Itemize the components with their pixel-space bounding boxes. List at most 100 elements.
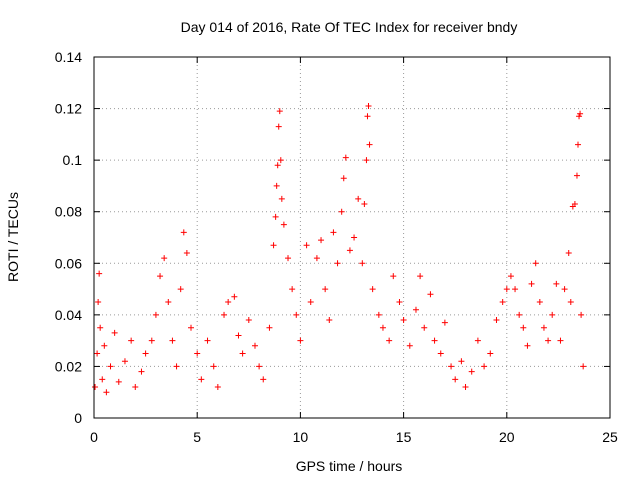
data-point xyxy=(565,249,572,256)
data-point xyxy=(194,350,201,357)
data-point xyxy=(379,324,386,331)
data-point xyxy=(285,255,292,262)
data-point xyxy=(524,342,531,349)
data-point xyxy=(95,298,102,305)
data-point xyxy=(441,319,448,326)
data-point xyxy=(180,229,187,236)
data-point xyxy=(204,337,211,344)
data-point xyxy=(567,298,574,305)
data-point xyxy=(493,317,500,324)
data-point xyxy=(468,368,475,375)
grid-lines xyxy=(94,57,610,418)
data-point xyxy=(536,298,543,305)
data-point xyxy=(132,384,139,391)
data-point xyxy=(557,337,564,344)
data-point xyxy=(512,286,519,293)
data-point xyxy=(270,242,277,249)
y-axis-label: ROTI / TECUs xyxy=(5,192,21,282)
y-tick-label: 0.1 xyxy=(63,152,83,168)
data-point xyxy=(363,157,370,164)
data-point xyxy=(322,286,329,293)
data-point xyxy=(165,298,172,305)
data-point xyxy=(338,208,345,215)
data-point xyxy=(128,337,135,344)
data-point xyxy=(573,172,580,179)
data-point xyxy=(103,389,110,396)
data-point xyxy=(94,350,101,357)
data-points xyxy=(92,102,587,396)
data-point xyxy=(173,363,180,370)
data-point xyxy=(210,363,217,370)
x-axis-label: GPS time / hours xyxy=(296,458,403,474)
data-point xyxy=(499,298,506,305)
data-point xyxy=(214,384,221,391)
data-point xyxy=(330,229,337,236)
y-tick-label: 0.08 xyxy=(55,204,82,220)
data-point xyxy=(313,255,320,262)
x-tick-label: 0 xyxy=(90,429,98,445)
data-point xyxy=(412,306,419,313)
data-point xyxy=(274,162,281,169)
data-point xyxy=(107,363,114,370)
data-point xyxy=(576,113,583,120)
data-point xyxy=(231,293,238,300)
data-point xyxy=(97,324,104,331)
data-point xyxy=(365,102,372,109)
x-tick-label: 10 xyxy=(293,429,309,445)
x-tick-label: 5 xyxy=(193,429,201,445)
x-tick-label: 15 xyxy=(396,429,412,445)
data-point xyxy=(437,350,444,357)
data-point xyxy=(578,311,585,318)
data-point xyxy=(251,342,258,349)
data-point xyxy=(406,342,413,349)
data-point xyxy=(386,337,393,344)
data-point xyxy=(351,234,358,241)
data-point xyxy=(142,350,149,357)
data-point xyxy=(293,311,300,318)
data-point xyxy=(272,213,279,220)
data-point xyxy=(366,141,373,148)
data-point xyxy=(417,273,424,280)
data-point xyxy=(318,237,325,244)
plot-frame xyxy=(93,56,611,419)
data-point xyxy=(448,363,455,370)
data-point xyxy=(340,175,347,182)
data-point xyxy=(92,384,99,391)
y-tick-label: 0 xyxy=(74,410,82,426)
data-point xyxy=(553,280,560,287)
data-point xyxy=(198,376,205,383)
y-tick-label: 0.06 xyxy=(55,255,82,271)
data-point xyxy=(421,324,428,331)
data-point xyxy=(369,286,376,293)
data-point xyxy=(245,317,252,324)
data-point xyxy=(458,358,465,365)
data-point xyxy=(188,324,195,331)
data-point xyxy=(561,286,568,293)
data-point xyxy=(239,350,246,357)
data-point xyxy=(528,280,535,287)
data-point xyxy=(580,363,587,370)
data-point xyxy=(532,260,539,267)
x-tick-label: 20 xyxy=(499,429,515,445)
data-point xyxy=(161,255,168,262)
data-point xyxy=(303,242,310,249)
data-point xyxy=(503,286,510,293)
y-tick-label: 0.12 xyxy=(55,101,82,117)
data-point xyxy=(277,157,284,164)
data-point xyxy=(540,324,547,331)
y-tick-label: 0.04 xyxy=(55,307,82,323)
data-point xyxy=(507,273,514,280)
data-point xyxy=(545,337,552,344)
data-point xyxy=(342,154,349,161)
axis-ticks xyxy=(93,56,611,419)
data-point xyxy=(396,298,403,305)
data-point xyxy=(169,337,176,344)
data-point xyxy=(375,311,382,318)
data-point xyxy=(183,249,190,256)
data-point xyxy=(516,311,523,318)
data-point xyxy=(474,337,481,344)
data-point xyxy=(307,298,314,305)
data-point xyxy=(549,311,556,318)
data-point xyxy=(96,270,103,277)
